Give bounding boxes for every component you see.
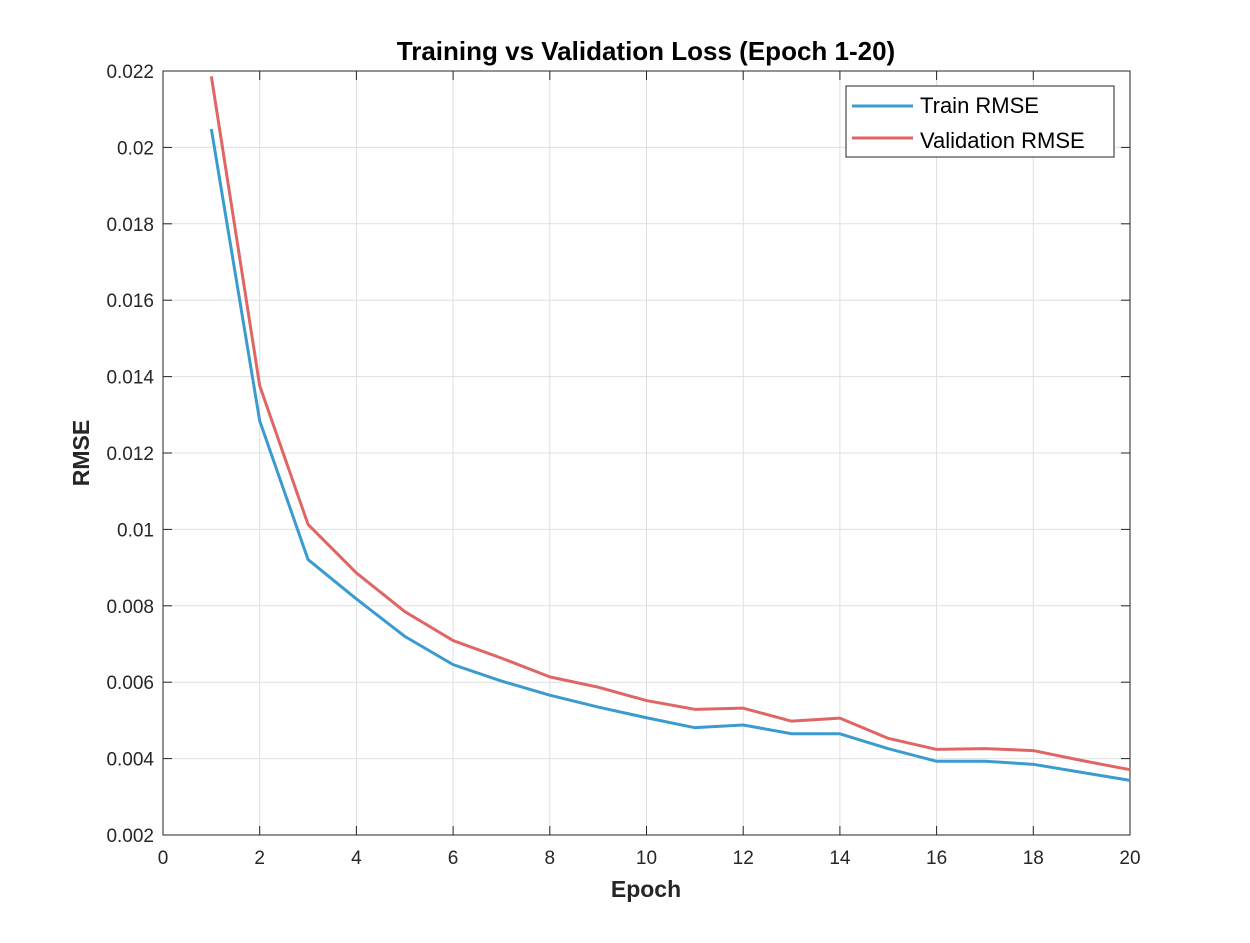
legend: Train RMSE Validation RMSE: [845, 85, 1115, 158]
legend-label-train: Train RMSE: [920, 93, 1039, 118]
x-tick-label: 6: [448, 848, 459, 869]
series-lines: [209, 76, 1131, 782]
y-tick-label: 0.016: [106, 291, 154, 312]
y-tick-label: 0.018: [106, 215, 154, 236]
legend-box: [845, 85, 1115, 158]
x-tick-label: 18: [1023, 848, 1044, 869]
x-tick-label: 0: [158, 848, 169, 869]
y-tick-label: 0.014: [106, 368, 154, 389]
y-tick-label: 0.02: [117, 138, 154, 159]
series-line-validation: [209, 76, 1131, 772]
y-tick-label: 0.006: [106, 673, 154, 694]
x-axis-label: Epoch: [611, 876, 681, 902]
chart-title: Training vs Validation Loss (Epoch 1-20): [397, 36, 895, 66]
x-tick-label: 10: [636, 848, 657, 869]
y-tick-label: 0.012: [106, 444, 154, 465]
y-tick-label: 0.004: [106, 750, 154, 771]
x-tick-label: 14: [829, 848, 851, 869]
y-tick-label: 0.008: [106, 597, 154, 618]
y-tick-label: 0.002: [106, 826, 154, 847]
x-tick-label: 2: [254, 848, 265, 869]
x-tick-label: 16: [926, 848, 947, 869]
y-axis-label: RMSE: [68, 420, 94, 486]
series-line-train: [209, 128, 1131, 782]
y-tick-label: 0.022: [106, 62, 154, 83]
x-tick-label: 4: [351, 848, 362, 869]
axis-ticks: 0 2 4 6 8 10 12 14 16 18 20 0.002 0.004 0.006 0.008 0.0…: [106, 62, 1140, 869]
x-tick-label: 12: [733, 848, 754, 869]
legend-label-validation: Validation RMSE: [920, 128, 1085, 153]
grid: [163, 71, 1130, 835]
y-tick-label: 0.01: [117, 520, 154, 541]
x-tick-label: 20: [1119, 848, 1140, 869]
x-tick-label: 8: [545, 848, 556, 869]
